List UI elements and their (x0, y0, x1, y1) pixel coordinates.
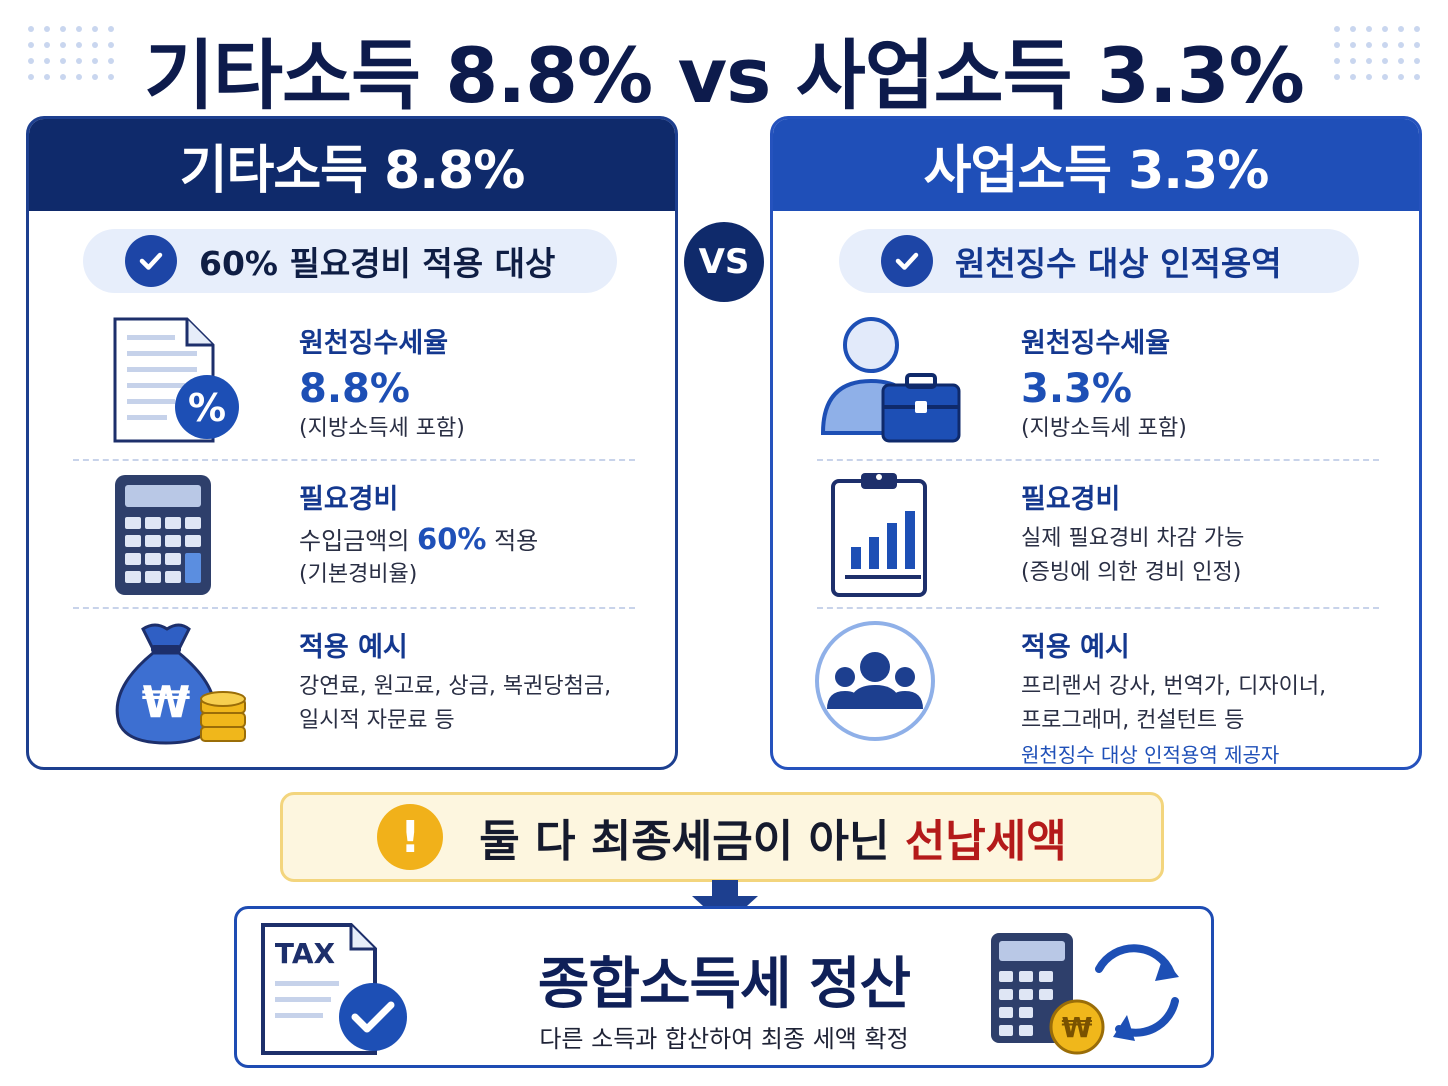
alert-icon: ! (377, 804, 444, 870)
comprehensive-tax-settlement: TAX 종합소득세 정산 다른 소득과 합산하여 최종 세액 확정 ₩ (234, 906, 1214, 1068)
other-income-pill: 60% 필요경비 적용 대상 (83, 229, 617, 293)
expense-line1: 실제 필요경비 차감 가능 (1021, 526, 1245, 551)
decorative-dots-right (1334, 26, 1420, 80)
pill-label: 원천징수 대상 인적용역 (955, 244, 1282, 283)
warning-highlight: 선납세액 (904, 816, 1067, 867)
expense-line2: (기본경비율) (299, 562, 418, 587)
example-line1: 강연료, 원고료, 상금, 복권당첨금, (299, 674, 612, 699)
settlement-subtitle: 다른 소득과 합산하여 최종 세액 확정 (539, 1025, 909, 1053)
warning-text: 둘 다 최종세금이 아닌 선납세액 (479, 816, 1067, 867)
other-income-card: 기타소득 8.8% 60% 필요경비 적용 대상 % 원천징수세율 8.8% (26, 116, 678, 770)
prepaid-tax-warning: ! 둘 다 최종세금이 아닌 선납세액 (280, 792, 1164, 882)
example-label: 적용 예시 (299, 632, 408, 663)
tax-document-icon: TAX (261, 923, 407, 1055)
document-percent-icon: % (109, 315, 249, 455)
example-line2: 프로그래머, 컨설턴트 등 (1021, 708, 1245, 733)
expense-row: 필요경비 실제 필요경비 차감 가능 (증빙에 의한 경비 인정) (817, 471, 1379, 611)
expense-line1: 수입금액의 60% 적용 (299, 522, 539, 556)
example-row: 적용 예시 프리랜서 강사, 번역가, 디자이너, 프로그래머, 컨설턴트 등 … (815, 619, 1379, 767)
person-briefcase-icon (819, 315, 961, 455)
withholding-rate-row: % 원천징수세율 8.8% (지방소득세 포함) (73, 315, 635, 455)
calculator-refresh-icon: ₩ (991, 933, 1179, 1055)
clipboard-chart-icon (827, 471, 967, 611)
check-icon (881, 235, 933, 287)
svg-text:₩: ₩ (1062, 1011, 1093, 1044)
business-income-card: 사업소득 3.3% 원천징수 대상 인적용역 원천징수세율 3.3% (지방소득… (770, 116, 1422, 770)
decorative-dots-left (28, 26, 114, 80)
expense-label: 필요경비 (1021, 484, 1121, 515)
settlement-title: 종합소득세 정산 (537, 952, 911, 1017)
rate-label: 원천징수세율 (1021, 328, 1171, 359)
example-row: ₩ 적용 예시 강연료, 원고료, 상금, 복권당첨금, 일시적 자문료 등 (73, 619, 635, 759)
expense-line2: (증빙에 의한 경비 인정) (1021, 560, 1242, 585)
example-line1: 프리랜서 강사, 번역가, 디자이너, (1021, 674, 1327, 699)
svg-text:₩: ₩ (142, 677, 191, 728)
rate-value: 8.8% (299, 366, 410, 412)
group-icon (815, 619, 955, 759)
example-line2: 일시적 자문료 등 (299, 708, 455, 733)
rate-value: 3.3% (1021, 366, 1132, 412)
calculator-icon (109, 471, 249, 611)
coin-stack-icon (200, 691, 246, 742)
expense-row: 필요경비 수입금액의 60% 적용 (기본경비율) (73, 471, 635, 611)
svg-text:%: % (188, 386, 226, 430)
divider (73, 459, 635, 461)
example-line3: 원천징수 대상 인적용역 제공자 (1021, 743, 1280, 767)
other-income-header: 기타소득 8.8% (29, 119, 675, 211)
example-label: 적용 예시 (1021, 632, 1130, 663)
money-bag-icon: ₩ (109, 619, 249, 759)
check-icon (125, 235, 177, 287)
rate-note: (지방소득세 포함) (299, 416, 465, 441)
withholding-rate-row: 원천징수세율 3.3% (지방소득세 포함) (817, 315, 1379, 455)
page-title: 기타소득 8.8% vs 사업소득 3.3% (144, 31, 1305, 120)
expense-label: 필요경비 (299, 484, 399, 515)
divider (73, 607, 635, 609)
business-income-header: 사업소득 3.3% (773, 119, 1419, 211)
rate-label: 원천징수세율 (299, 328, 449, 359)
vs-badge: VS (684, 222, 764, 302)
rate-note: (지방소득세 포함) (1021, 416, 1187, 441)
business-income-pill: 원천징수 대상 인적용역 (839, 229, 1359, 293)
divider (817, 607, 1379, 609)
divider (817, 459, 1379, 461)
svg-text:TAX: TAX (275, 937, 336, 970)
pill-label: 60% 필요경비 적용 대상 (199, 244, 556, 283)
